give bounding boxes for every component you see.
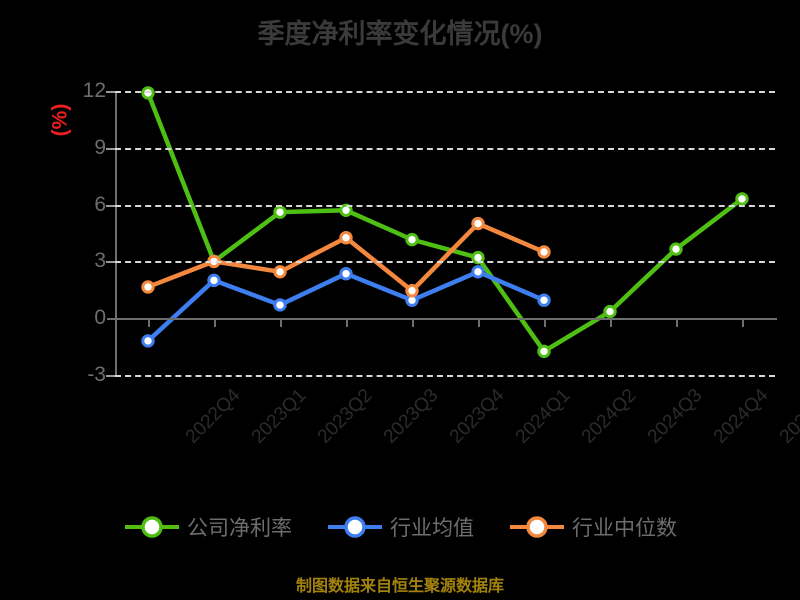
series-lines: [141, 86, 749, 359]
x-axis-tick: [412, 318, 414, 328]
y-axis-tick-labels: 12 9 6 3 0 -3: [62, 79, 106, 386]
y-axis-tick: [106, 91, 115, 93]
data-point[interactable]: [537, 344, 551, 359]
data-point[interactable]: [273, 205, 287, 219]
x-axis-tick: [610, 318, 612, 328]
data-point[interactable]: [471, 216, 485, 231]
x-axis-tick-label: 2025Q1: [775, 385, 800, 448]
series-line-2: [145, 269, 547, 344]
x-axis-tick-label: 2024Q1: [511, 385, 575, 448]
data-point[interactable]: [669, 242, 683, 256]
plot-area: [106, 86, 777, 377]
y-axis-tick-label: 3: [94, 249, 106, 273]
data-point[interactable]: [207, 273, 221, 288]
gridline: [115, 147, 775, 150]
data-point[interactable]: [273, 298, 287, 312]
data-point[interactable]: [735, 192, 749, 206]
legend-marker-icon: [508, 514, 566, 540]
y-axis-spine: [115, 91, 117, 375]
data-point[interactable]: [603, 304, 617, 319]
x-axis-tick-label: 2023Q1: [247, 385, 311, 448]
x-axis-tick-label: 2023Q2: [313, 385, 377, 448]
y-axis-tick: [106, 375, 115, 377]
data-point[interactable]: [471, 265, 485, 279]
y-axis-tick-label: 0: [94, 306, 106, 330]
y-axis-tick-label: 12: [82, 79, 106, 102]
data-point[interactable]: [537, 293, 551, 307]
x-axis-tick-labels: 2022Q4 2023Q1 2023Q2 2023Q3 2023Q4 2024Q1 2024…: [115, 385, 800, 485]
x-axis-tick-label: 2023Q3: [379, 385, 443, 448]
x-axis-tick-label: 2024Q4: [709, 385, 773, 448]
footer-credit: 制图数据来自恒生聚源数据库: [295, 578, 504, 595]
x-axis-tick: [478, 318, 480, 328]
gridline: [115, 91, 775, 93]
data-point[interactable]: [339, 267, 353, 281]
chart-title: 季度净利率变化情况(%): [257, 19, 543, 49]
y-axis-tick: [106, 204, 115, 207]
gridline: [115, 204, 775, 207]
legend-item-3[interactable]: 行业中位数: [508, 512, 677, 542]
legend-label: 公司净利率: [187, 517, 292, 540]
legend-label: 行业均值: [390, 517, 474, 540]
gridline: [115, 261, 775, 264]
data-point[interactable]: [537, 245, 551, 259]
chart-legend: 公司净利率 行业均值 行业中位数: [0, 512, 800, 542]
zero-axis-line: [107, 318, 777, 321]
x-axis-tick-label: 2022Q4: [181, 385, 245, 448]
legend-label: 行业中位数: [572, 517, 677, 540]
legend-marker-icon: [326, 514, 384, 540]
data-point[interactable]: [141, 334, 155, 348]
data-point[interactable]: [273, 265, 287, 279]
data-point[interactable]: [339, 203, 353, 217]
y-axis-tick-label: -3: [87, 363, 106, 386]
y-axis-tick-label: 9: [94, 135, 106, 159]
x-axis-tick: [544, 318, 546, 328]
x-axis-tick-label: 2023Q4: [445, 385, 509, 448]
legend-marker-icon: [123, 514, 181, 540]
x-axis-tick: [214, 318, 216, 328]
series-line-1: [145, 90, 745, 354]
x-axis-tick: [148, 318, 150, 328]
gridline: [115, 375, 775, 377]
data-point[interactable]: [141, 280, 155, 294]
x-axis-tick: [676, 318, 678, 328]
y-axis-tick-label: 6: [94, 192, 106, 216]
x-axis-tick: [742, 318, 744, 328]
x-axis-tick: [346, 318, 348, 328]
x-axis-tick: [280, 318, 282, 328]
data-point[interactable]: [339, 231, 353, 245]
legend-item-2[interactable]: 行业均值: [326, 512, 474, 542]
data-point[interactable]: [405, 284, 419, 298]
x-axis-tick-label: 2024Q2: [577, 385, 641, 448]
x-axis-tick-label: 2024Q3: [643, 385, 707, 448]
legend-item-1[interactable]: 公司净利率: [123, 512, 292, 542]
y-axis-tick: [106, 261, 115, 264]
data-point[interactable]: [405, 232, 419, 247]
y-axis-tick: [106, 147, 115, 150]
